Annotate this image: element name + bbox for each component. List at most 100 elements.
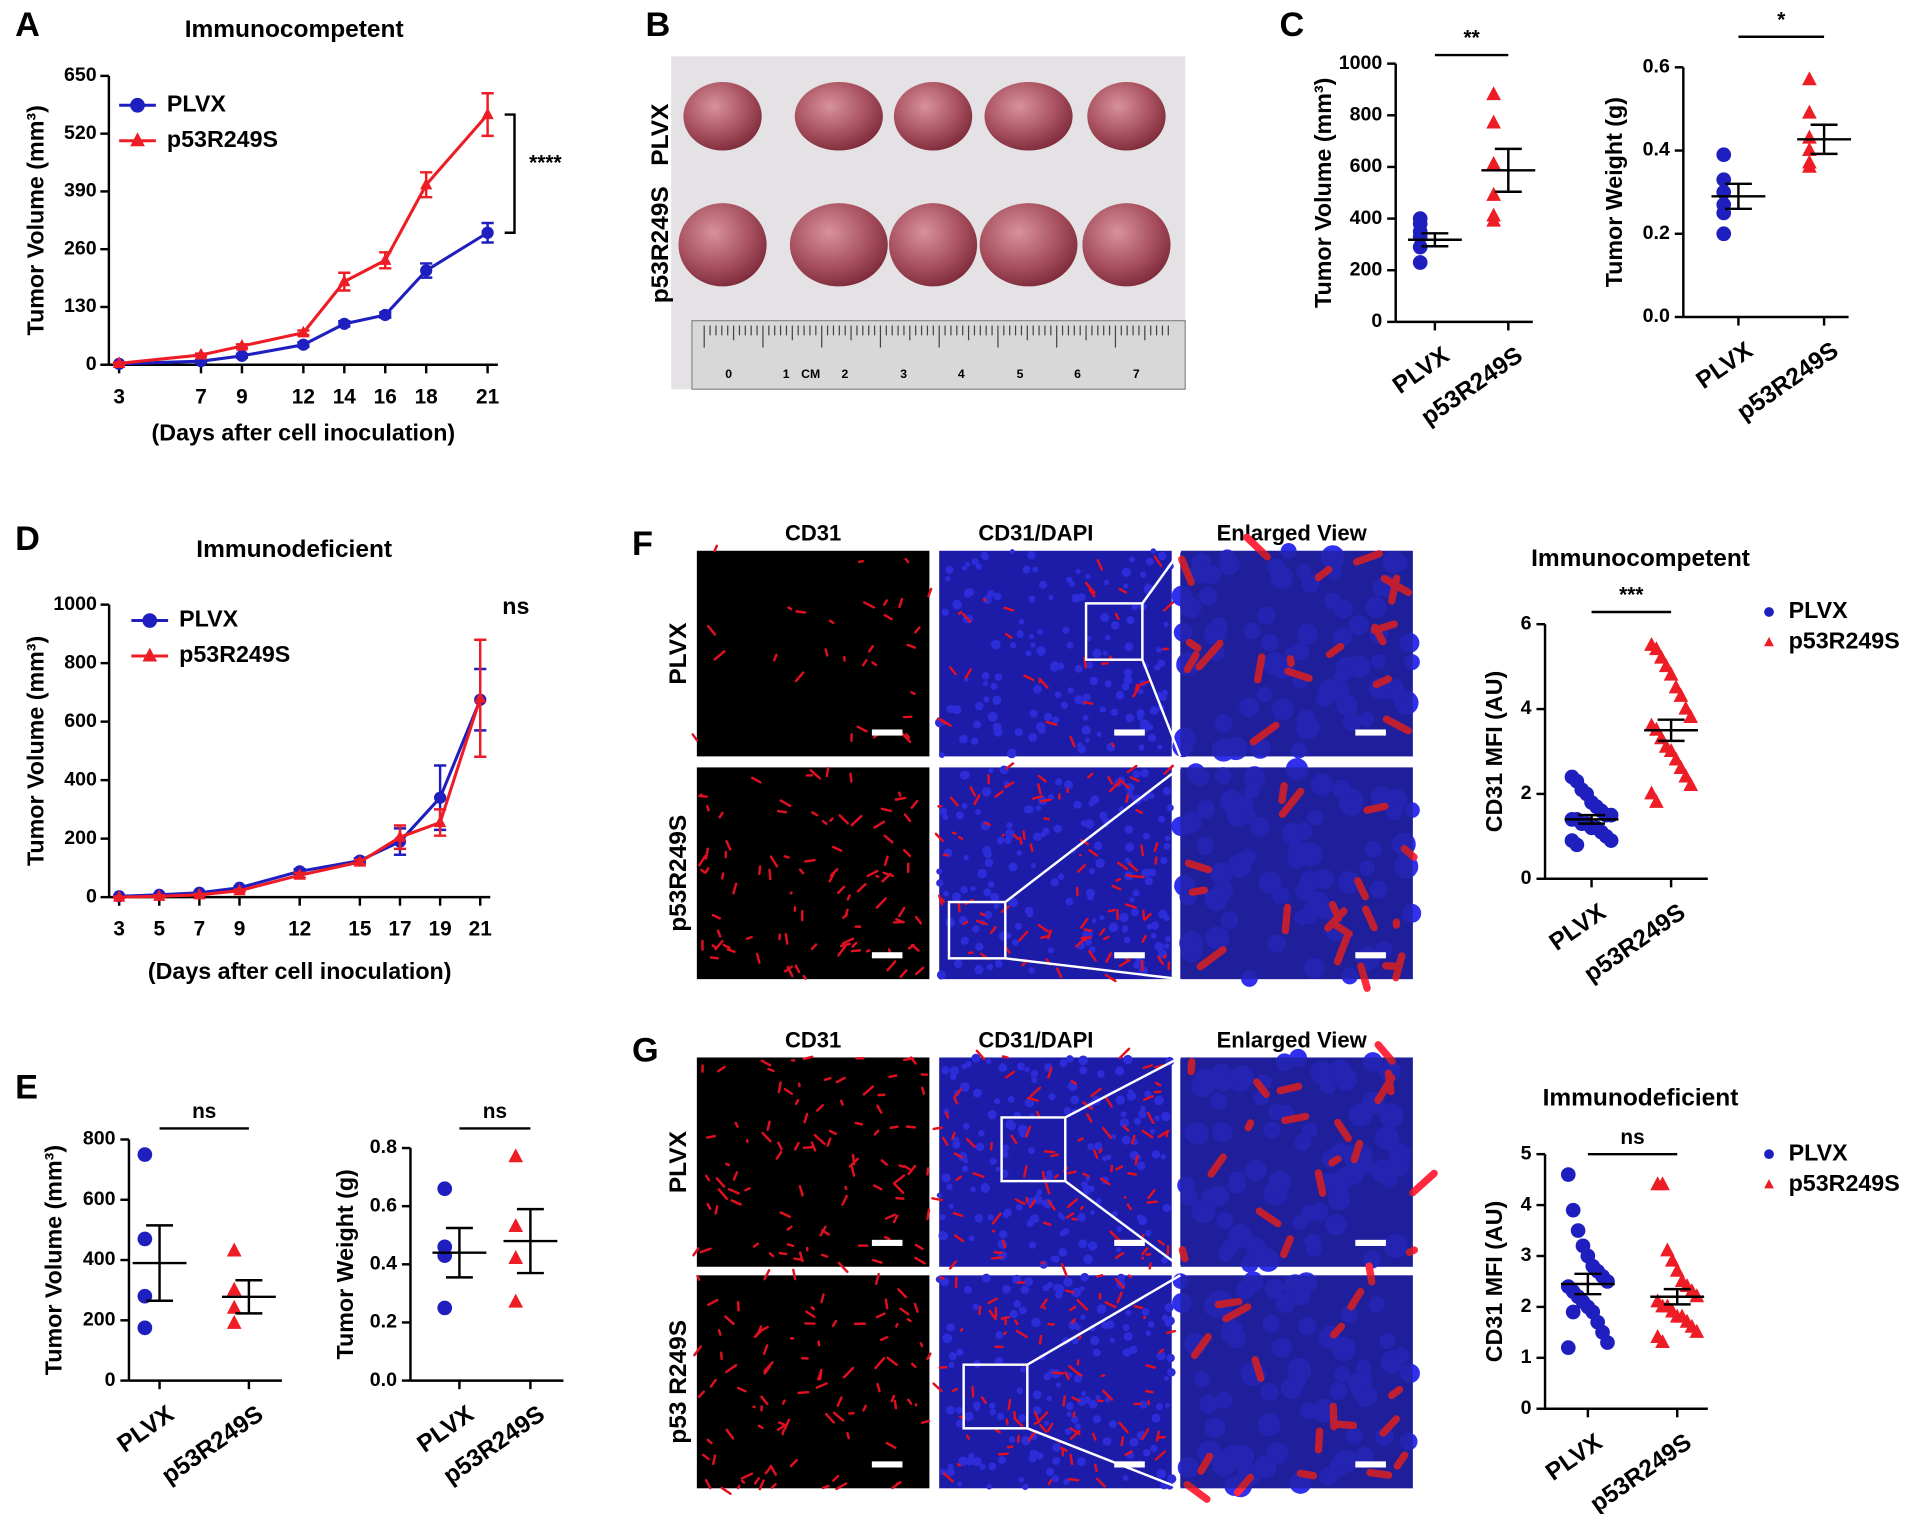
- nucleus: [1017, 629, 1023, 636]
- scale-bar: [871, 1461, 903, 1468]
- y-tick-label: 3: [1521, 1244, 1532, 1266]
- vessel: [763, 1361, 774, 1373]
- vessel: [1004, 632, 1013, 639]
- vessel: [987, 1297, 998, 1305]
- y-tick-label: 650: [64, 64, 97, 86]
- marker: [1655, 1334, 1670, 1349]
- nucleus: [1054, 691, 1062, 699]
- legend-label: p53R249S: [167, 126, 278, 152]
- y-tick-label: 260: [64, 237, 97, 259]
- nucleus: [999, 1230, 1008, 1239]
- nucleus: [998, 1456, 1006, 1464]
- nucleus: [988, 768, 994, 774]
- nucleus: [1018, 1306, 1027, 1315]
- vessel: [1069, 1429, 1081, 1440]
- y-tick-label: 0.2: [370, 1311, 397, 1333]
- marker: [1603, 833, 1619, 848]
- nucleus: [1281, 1377, 1303, 1399]
- vessel: [1076, 1299, 1089, 1311]
- vessel: [1078, 1335, 1082, 1340]
- vessel: [910, 691, 916, 696]
- vessel: [821, 1484, 830, 1490]
- vessel: [969, 786, 976, 797]
- marker: [1668, 751, 1684, 766]
- nucleus: [947, 1463, 954, 1470]
- vessel: [895, 1481, 901, 1485]
- nucleus: [957, 1481, 963, 1487]
- nucleus: [1262, 1314, 1280, 1332]
- vessel: [1037, 783, 1042, 795]
- nucleus: [1146, 923, 1153, 930]
- nucleus: [964, 1411, 974, 1422]
- nucleus: [1077, 744, 1087, 754]
- nucleus: [1379, 1103, 1404, 1128]
- nucleus: [1293, 1133, 1311, 1151]
- vessel: [846, 1431, 850, 1440]
- vessel: [1125, 873, 1136, 878]
- nucleus: [1122, 1475, 1129, 1481]
- vessel: [824, 648, 829, 657]
- vessel: [1037, 774, 1047, 783]
- vessel: [942, 1472, 954, 1483]
- marker: [437, 1181, 453, 1197]
- vessel: [835, 1482, 848, 1491]
- nucleus: [1101, 1155, 1108, 1162]
- vessel: [1118, 959, 1131, 968]
- nucleus: [983, 696, 990, 703]
- vessel: [1118, 778, 1130, 790]
- vessel: [828, 619, 835, 625]
- vessel: [1114, 1251, 1125, 1259]
- annotation: ***: [1619, 584, 1644, 607]
- vessel: [1107, 908, 1116, 913]
- nucleus: [1334, 1366, 1350, 1382]
- nucleus: [1002, 1284, 1011, 1294]
- nucleus: [1032, 1390, 1042, 1399]
- marker: [1412, 211, 1428, 226]
- vessel: [1188, 886, 1209, 896]
- legend-label: PLVX: [1789, 597, 1848, 623]
- vessel: [1050, 1153, 1060, 1158]
- vessel: [1040, 1298, 1048, 1309]
- nucleus: [1110, 621, 1120, 630]
- nucleus: [1325, 1214, 1347, 1236]
- nucleus: [956, 1348, 964, 1357]
- vessel: [1142, 909, 1146, 921]
- nucleus: [1125, 713, 1135, 723]
- marker: [1689, 1288, 1705, 1303]
- nucleus: [1306, 891, 1329, 915]
- nucleus: [1080, 1314, 1086, 1320]
- annotation: **: [1464, 27, 1481, 50]
- scale-bar: [1355, 729, 1386, 736]
- nucleus: [1161, 1111, 1171, 1122]
- nucleus: [1156, 646, 1163, 653]
- sem-bar: [1810, 123, 1838, 156]
- nucleus: [1028, 967, 1035, 974]
- vessel: [1047, 929, 1053, 940]
- nucleus: [1038, 726, 1047, 734]
- nucleus: [1354, 1446, 1374, 1466]
- marker: [297, 338, 310, 351]
- nucleus: [1145, 1229, 1152, 1237]
- nucleus: [1076, 1457, 1086, 1467]
- vessel: [875, 874, 880, 878]
- vessel: [993, 1251, 1003, 1255]
- vessel: [811, 811, 819, 817]
- vessel: [1038, 677, 1049, 689]
- scale-bar: [1114, 1461, 1145, 1468]
- vessel: [797, 1390, 810, 1395]
- vessel: [760, 1325, 769, 1332]
- vessel: [899, 969, 908, 979]
- nucleus: [1013, 1300, 1021, 1308]
- nucleus: [1055, 778, 1063, 786]
- vessel: [874, 1357, 886, 1370]
- vessel: [934, 832, 944, 843]
- nucleus: [1036, 646, 1046, 656]
- nucleus: [1017, 1124, 1028, 1135]
- y-axis-label: Tumor Volume (mm³): [22, 636, 48, 866]
- vessel: [1039, 1423, 1048, 1433]
- vessel: [991, 1212, 1002, 1225]
- nucleus: [968, 1235, 975, 1242]
- nucleus: [1092, 1415, 1102, 1424]
- nucleus: [964, 561, 971, 568]
- vessel: [1065, 1212, 1075, 1219]
